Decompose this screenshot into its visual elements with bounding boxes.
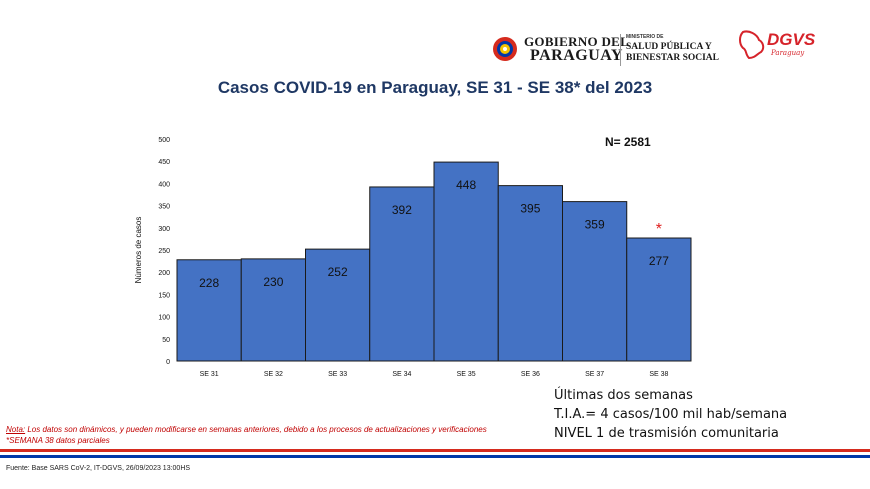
stripe-white — [0, 452, 870, 455]
y-tick-label: 250 — [158, 248, 170, 255]
data-label: 277 — [649, 254, 669, 268]
dgvs-subtitle: Paraguay — [771, 49, 805, 57]
dgvs-logo: DGVS Paraguay — [737, 28, 832, 64]
x-tick-label: SE 33 — [328, 371, 347, 378]
stripe-blue — [0, 455, 870, 458]
bar-chart: Números de casos 0 50 100 150 200 250 300 350 400… — [134, 135, 692, 378]
bar — [497, 185, 563, 362]
source-footer: Fuente: Base SARS CoV-2, IT-DGVS, 26/09/… — [6, 465, 191, 472]
y-tick-label: 50 — [162, 337, 170, 344]
bar — [369, 186, 435, 362]
data-label: 448 — [456, 178, 476, 192]
gov-line2: PARAGUAY — [530, 47, 623, 64]
partial-marker: * — [656, 221, 662, 238]
y-tick-label: 100 — [158, 315, 170, 322]
bar — [305, 248, 371, 362]
chart-title: Casos COVID-19 en Paraguay, SE 31 - SE 3… — [217, 78, 653, 97]
ministry-small: MINISTERIO DE — [626, 34, 664, 40]
info-line2: T.I.A.= 4 casos/100 mil hab/semana — [554, 407, 788, 422]
y-tick-label: 0 — [166, 359, 170, 366]
y-tick-label: 500 — [158, 137, 170, 144]
data-label: 230 — [263, 275, 283, 289]
gobierno-logo: GOBIERNO DEL PARAGUAY MINISTERIO DE SALU… — [492, 30, 732, 70]
flag-stripes — [0, 449, 870, 458]
x-tick-label: SE 34 — [392, 371, 411, 378]
info-line1: Últimas dos semanas — [554, 388, 693, 403]
x-tick-label: SE 31 — [200, 371, 219, 378]
bar — [433, 161, 499, 362]
note-line: Nota: Los datos son dinámicos, y pueden … — [6, 425, 566, 434]
data-label: 228 — [199, 276, 219, 290]
gov-line1: GOBIERNO DEL — [524, 34, 630, 49]
ministry-line1: SALUD PÚBLICA Y — [626, 42, 712, 52]
paraguay-map-icon — [739, 30, 765, 60]
x-tick-label: SE 36 — [521, 371, 540, 378]
y-tick-label: 300 — [158, 226, 170, 233]
bar — [240, 258, 306, 362]
ministry-line2: BIENESTAR SOCIAL — [626, 53, 720, 63]
info-line3: NIVEL 1 de trasmisión comunitaria — [554, 426, 779, 441]
y-tick-label: 150 — [158, 292, 170, 299]
y-tick-label: 450 — [158, 159, 170, 166]
seal-icon — [493, 37, 517, 61]
note-text: Los datos son dinámicos, y pueden modifi… — [25, 425, 487, 434]
y-tick-label: 200 — [158, 270, 170, 277]
x-tick-label: SE 38 — [649, 371, 668, 378]
n-total-annotation: N= 2581 — [605, 135, 651, 149]
stripe-red — [0, 449, 870, 452]
data-label: 359 — [585, 218, 605, 232]
y-axis-label: Números de casos — [134, 217, 143, 284]
x-tick-label: SE 35 — [457, 371, 476, 378]
y-tick-label: 400 — [158, 181, 170, 188]
dgvs-name: DGVS — [767, 30, 816, 49]
notes: Nota: Los datos son dinámicos, y pueden … — [6, 425, 566, 445]
x-tick-label: SE 37 — [585, 371, 604, 378]
y-tick-label: 350 — [158, 204, 170, 211]
info-box: Últimas dos semanas T.I.A.= 4 casos/100 … — [554, 386, 787, 443]
data-label: 252 — [328, 265, 348, 279]
data-label: 395 — [520, 202, 540, 216]
bar — [562, 201, 628, 362]
partial-note: *SEMANA 38 datos parciales — [6, 436, 110, 445]
logo-divider — [620, 34, 621, 66]
x-tick-label: SE 32 — [264, 371, 283, 378]
note-label: Nota: — [6, 425, 26, 434]
bar — [626, 237, 692, 362]
data-label: 392 — [392, 203, 412, 217]
